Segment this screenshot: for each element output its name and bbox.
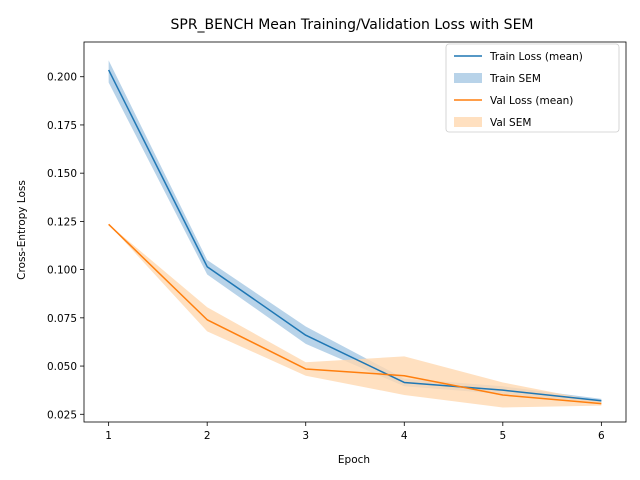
chart-title: SPR_BENCH Mean Training/Validation Loss … (171, 17, 534, 33)
legend-band-swatch-0 (454, 73, 482, 83)
y-tick-label: 0.200 (47, 72, 77, 84)
legend-box (445, 43, 620, 133)
y-tick-label: 0.100 (47, 265, 77, 277)
y-tick-label: 0.025 (47, 409, 77, 421)
y-axis-label: Cross-Entropy Loss (16, 180, 28, 280)
x-tick-label: 3 (302, 430, 309, 442)
x-tick-label: 6 (598, 430, 605, 442)
plot-frame (83, 41, 627, 423)
legend-label-mean-0: Train Loss (mean) (489, 51, 583, 63)
y-tick-label: 0.175 (47, 120, 77, 132)
legend-band-swatch-1 (454, 117, 482, 127)
y-tick-label: 0.150 (47, 168, 77, 180)
legend: Train Loss (mean) Train SEM Val Loss (mean… (445, 43, 620, 133)
y-tick-label: 0.075 (47, 313, 77, 325)
legend-label-sem-0: Train SEM (489, 73, 541, 85)
mean-line-1 (108, 223, 602, 405)
legend-label-sem-1: Val SEM (490, 117, 531, 129)
x-tick-label: 5 (499, 430, 506, 442)
mean-line-0 (107, 69, 602, 402)
y-tick-label: 0.125 (47, 216, 77, 228)
y-tick-label: 0.050 (47, 361, 77, 373)
x-axis-label: Epoch (338, 454, 370, 466)
legend-label-mean-1: Val Loss (mean) (490, 95, 573, 107)
x-tick-label: 4 (401, 430, 408, 442)
sem-band-1 (108, 224, 602, 408)
x-tick-label: 2 (204, 430, 211, 442)
x-tick-label: 1 (105, 430, 112, 442)
